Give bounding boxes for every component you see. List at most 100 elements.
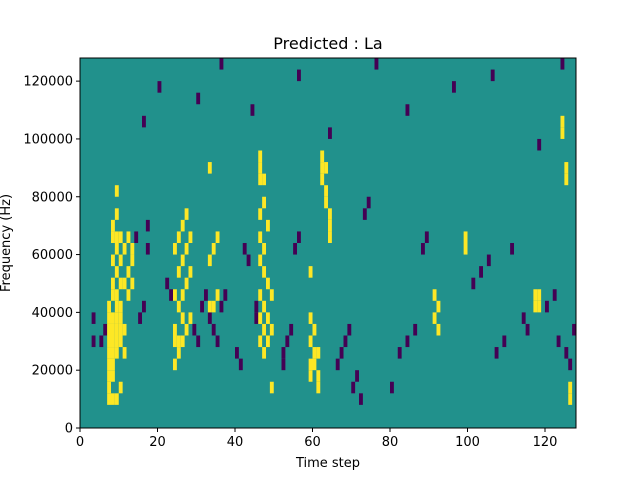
heatmap-cell-high [308, 370, 313, 382]
heatmap-cell-low [281, 347, 286, 359]
x-tick-label: 80 [382, 435, 399, 450]
heatmap-cell-high [316, 370, 321, 382]
heatmap-cell-low [297, 231, 301, 243]
heatmap-cell-high [173, 243, 177, 255]
heatmap-cell-low [471, 277, 476, 290]
heatmap-cell-high [173, 358, 177, 371]
heatmap-cell-high [180, 312, 185, 324]
heatmap-cell-high [114, 243, 119, 255]
x-tick-label: 40 [227, 435, 244, 450]
heatmap-cell-high [568, 393, 573, 405]
y-tick-label: 20000 [32, 364, 73, 379]
heatmap-cell-high [107, 300, 112, 313]
heatmap-cell-high [173, 335, 177, 348]
heatmap-cell-high [320, 173, 325, 186]
heatmap-cell-high [312, 358, 317, 371]
heatmap-cell-low [246, 254, 251, 267]
heatmap-cell-high [266, 277, 270, 290]
x-tick-label: 120 [533, 435, 558, 450]
heatmap-cell-high [118, 335, 123, 348]
heatmap-cell-high [118, 277, 123, 290]
heatmap-cell-low [293, 243, 298, 255]
heatmap-cell-low [355, 370, 360, 382]
y-axis: 0 20000 40000 60000 80000 100000 120000 [23, 75, 80, 437]
heatmap-cell-high [320, 150, 325, 163]
heatmap-cell-high [107, 393, 112, 405]
heatmap-cell-high [122, 347, 127, 359]
heatmap-cell-high [111, 312, 115, 324]
heatmap-cell-high [312, 347, 317, 359]
x-tick-label: 100 [455, 435, 480, 450]
heatmap-cell-low [328, 127, 332, 139]
heatmap-cell-high [122, 243, 127, 255]
heatmap-cell-high [173, 323, 177, 336]
heatmap-cell-low [223, 289, 228, 301]
heatmap-cell-high [258, 173, 263, 186]
heatmap-cell-high [308, 335, 313, 348]
heatmap-cell-high [207, 300, 212, 313]
heatmap-cell-low [568, 358, 573, 371]
y-tick-label: 60000 [32, 248, 73, 263]
heatmap-cell-high [114, 231, 119, 243]
x-tick-label: 20 [149, 435, 166, 450]
heatmap-cell-high [114, 312, 119, 324]
heatmap-cell-high [316, 381, 321, 394]
heatmap-cell-high [180, 254, 185, 267]
y-tick-label: 100000 [23, 132, 73, 147]
heatmap-cell-low [347, 323, 352, 336]
plot-area [80, 58, 577, 428]
heatmap-cell-high [176, 231, 181, 243]
heatmap-cell-high [111, 254, 115, 267]
heatmap-cell-high [118, 231, 123, 243]
heatmap-cell-low [494, 347, 499, 359]
heatmap-cell-high [118, 323, 123, 336]
heatmap-cell-high [111, 289, 115, 301]
y-tick-label: 120000 [23, 75, 73, 90]
heatmap-cell-low [285, 335, 290, 348]
heatmap-cell-high [107, 335, 112, 348]
heatmap-cell-high [258, 208, 263, 220]
heatmap-cell-low [138, 312, 143, 324]
heatmap-cell-low [192, 323, 197, 336]
heatmap-cell-high [107, 370, 112, 382]
chart-title: Predicted : La [273, 34, 382, 53]
heatmap-cell-high [568, 381, 573, 394]
heatmap-cell-high [262, 196, 267, 209]
heatmap-cell-high [173, 289, 177, 301]
heatmap-cell-low [510, 243, 515, 255]
heatmap-cell-high [262, 173, 267, 186]
heatmap-cell-high [207, 162, 212, 174]
heatmap-cell-low [211, 323, 216, 336]
heatmap-cell-high [324, 185, 329, 197]
heatmap-cell-low [142, 300, 146, 313]
heatmap-cell-high [258, 289, 263, 301]
heatmap-cell-low [254, 312, 259, 324]
heatmap-cell-high [111, 370, 115, 382]
heatmap-cell-high [537, 300, 542, 313]
heatmap-cell-high [188, 312, 193, 324]
heatmap-cell-low [362, 208, 367, 220]
heatmap-cell-high [533, 300, 538, 313]
heatmap-cell-high [266, 312, 270, 324]
heatmap-cell-high [176, 347, 181, 359]
heatmap-cell-high [114, 323, 119, 336]
heatmap-cell-high [316, 347, 321, 359]
heatmap-cell-high [107, 358, 112, 371]
heatmap-cell-high [537, 289, 542, 301]
heatmap-cell-high [262, 243, 267, 255]
y-tick-label: 40000 [32, 306, 73, 321]
heatmap-cell-high [126, 231, 131, 243]
heatmap-cell-low [351, 381, 356, 394]
heatmap-cell-low [452, 81, 456, 93]
heatmap-cell-low [250, 104, 255, 116]
heatmap-cell-low [405, 335, 410, 348]
heatmap-cell-high [266, 219, 270, 232]
heatmap-cell-high [188, 266, 193, 278]
heatmap-cell-high [560, 127, 565, 139]
heatmap-cell-high [114, 393, 119, 405]
heatmap-cell-high [188, 231, 193, 243]
heatmap-cell-low [145, 243, 150, 255]
heatmap-cell-low [502, 335, 507, 348]
heatmap-cell-high [560, 115, 565, 128]
heatmap-cell-high [107, 323, 112, 336]
